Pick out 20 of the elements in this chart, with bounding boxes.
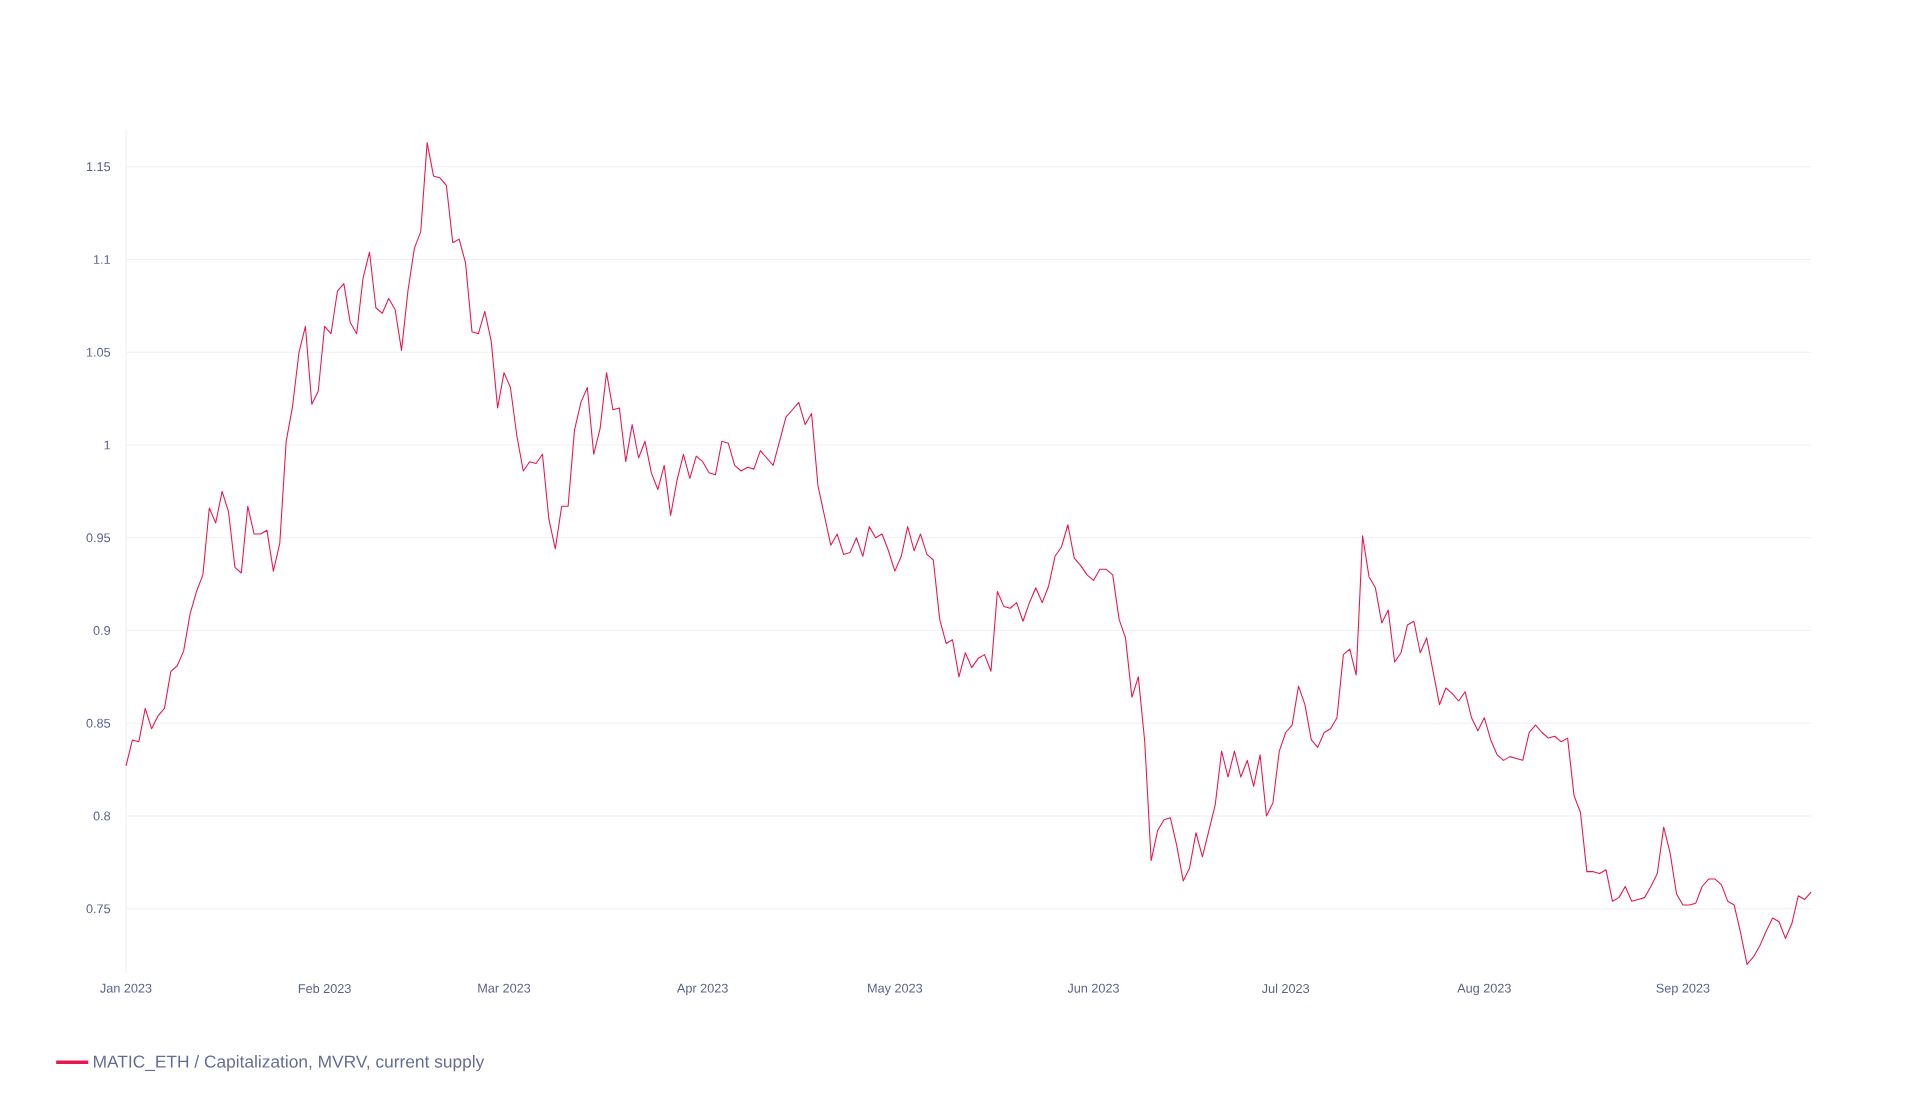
x-tick-label: Mar 2023 — [478, 983, 531, 993]
y-tick-label: 0.8 — [93, 811, 111, 821]
y-tick-label: 0.85 — [86, 718, 111, 728]
y-tick-label: 1.1 — [93, 255, 110, 264]
y-tick-label: 1.05 — [86, 347, 111, 357]
x-tick-label: May 2023 — [868, 983, 923, 996]
y-tick-label: 1.15 — [86, 162, 111, 172]
line-series — [125, 142, 1812, 965]
x-tick-label: Jan 2023 — [100, 983, 152, 993]
y-tick-label: 1 — [104, 440, 110, 450]
y-tick-label: 0.75 — [86, 904, 111, 914]
y-tick-label: 0.95 — [86, 533, 111, 543]
x-tick-label: Apr 2023 — [676, 983, 728, 996]
y-tick-label: 0.9 — [93, 626, 111, 635]
x-tick-label: Aug 2023 — [1457, 983, 1511, 996]
x-tick-label: Feb 2023 — [298, 983, 351, 994]
x-tick-label: Jul 2023 — [1261, 983, 1310, 994]
legend-label: MATIC_ETH / Capitalization, MVRV, current supply — [94, 1055, 485, 1072]
x-tick-label: Jun 2023 — [1067, 983, 1119, 993]
x-tick-label: Sep 2023 — [1656, 983, 1710, 996]
